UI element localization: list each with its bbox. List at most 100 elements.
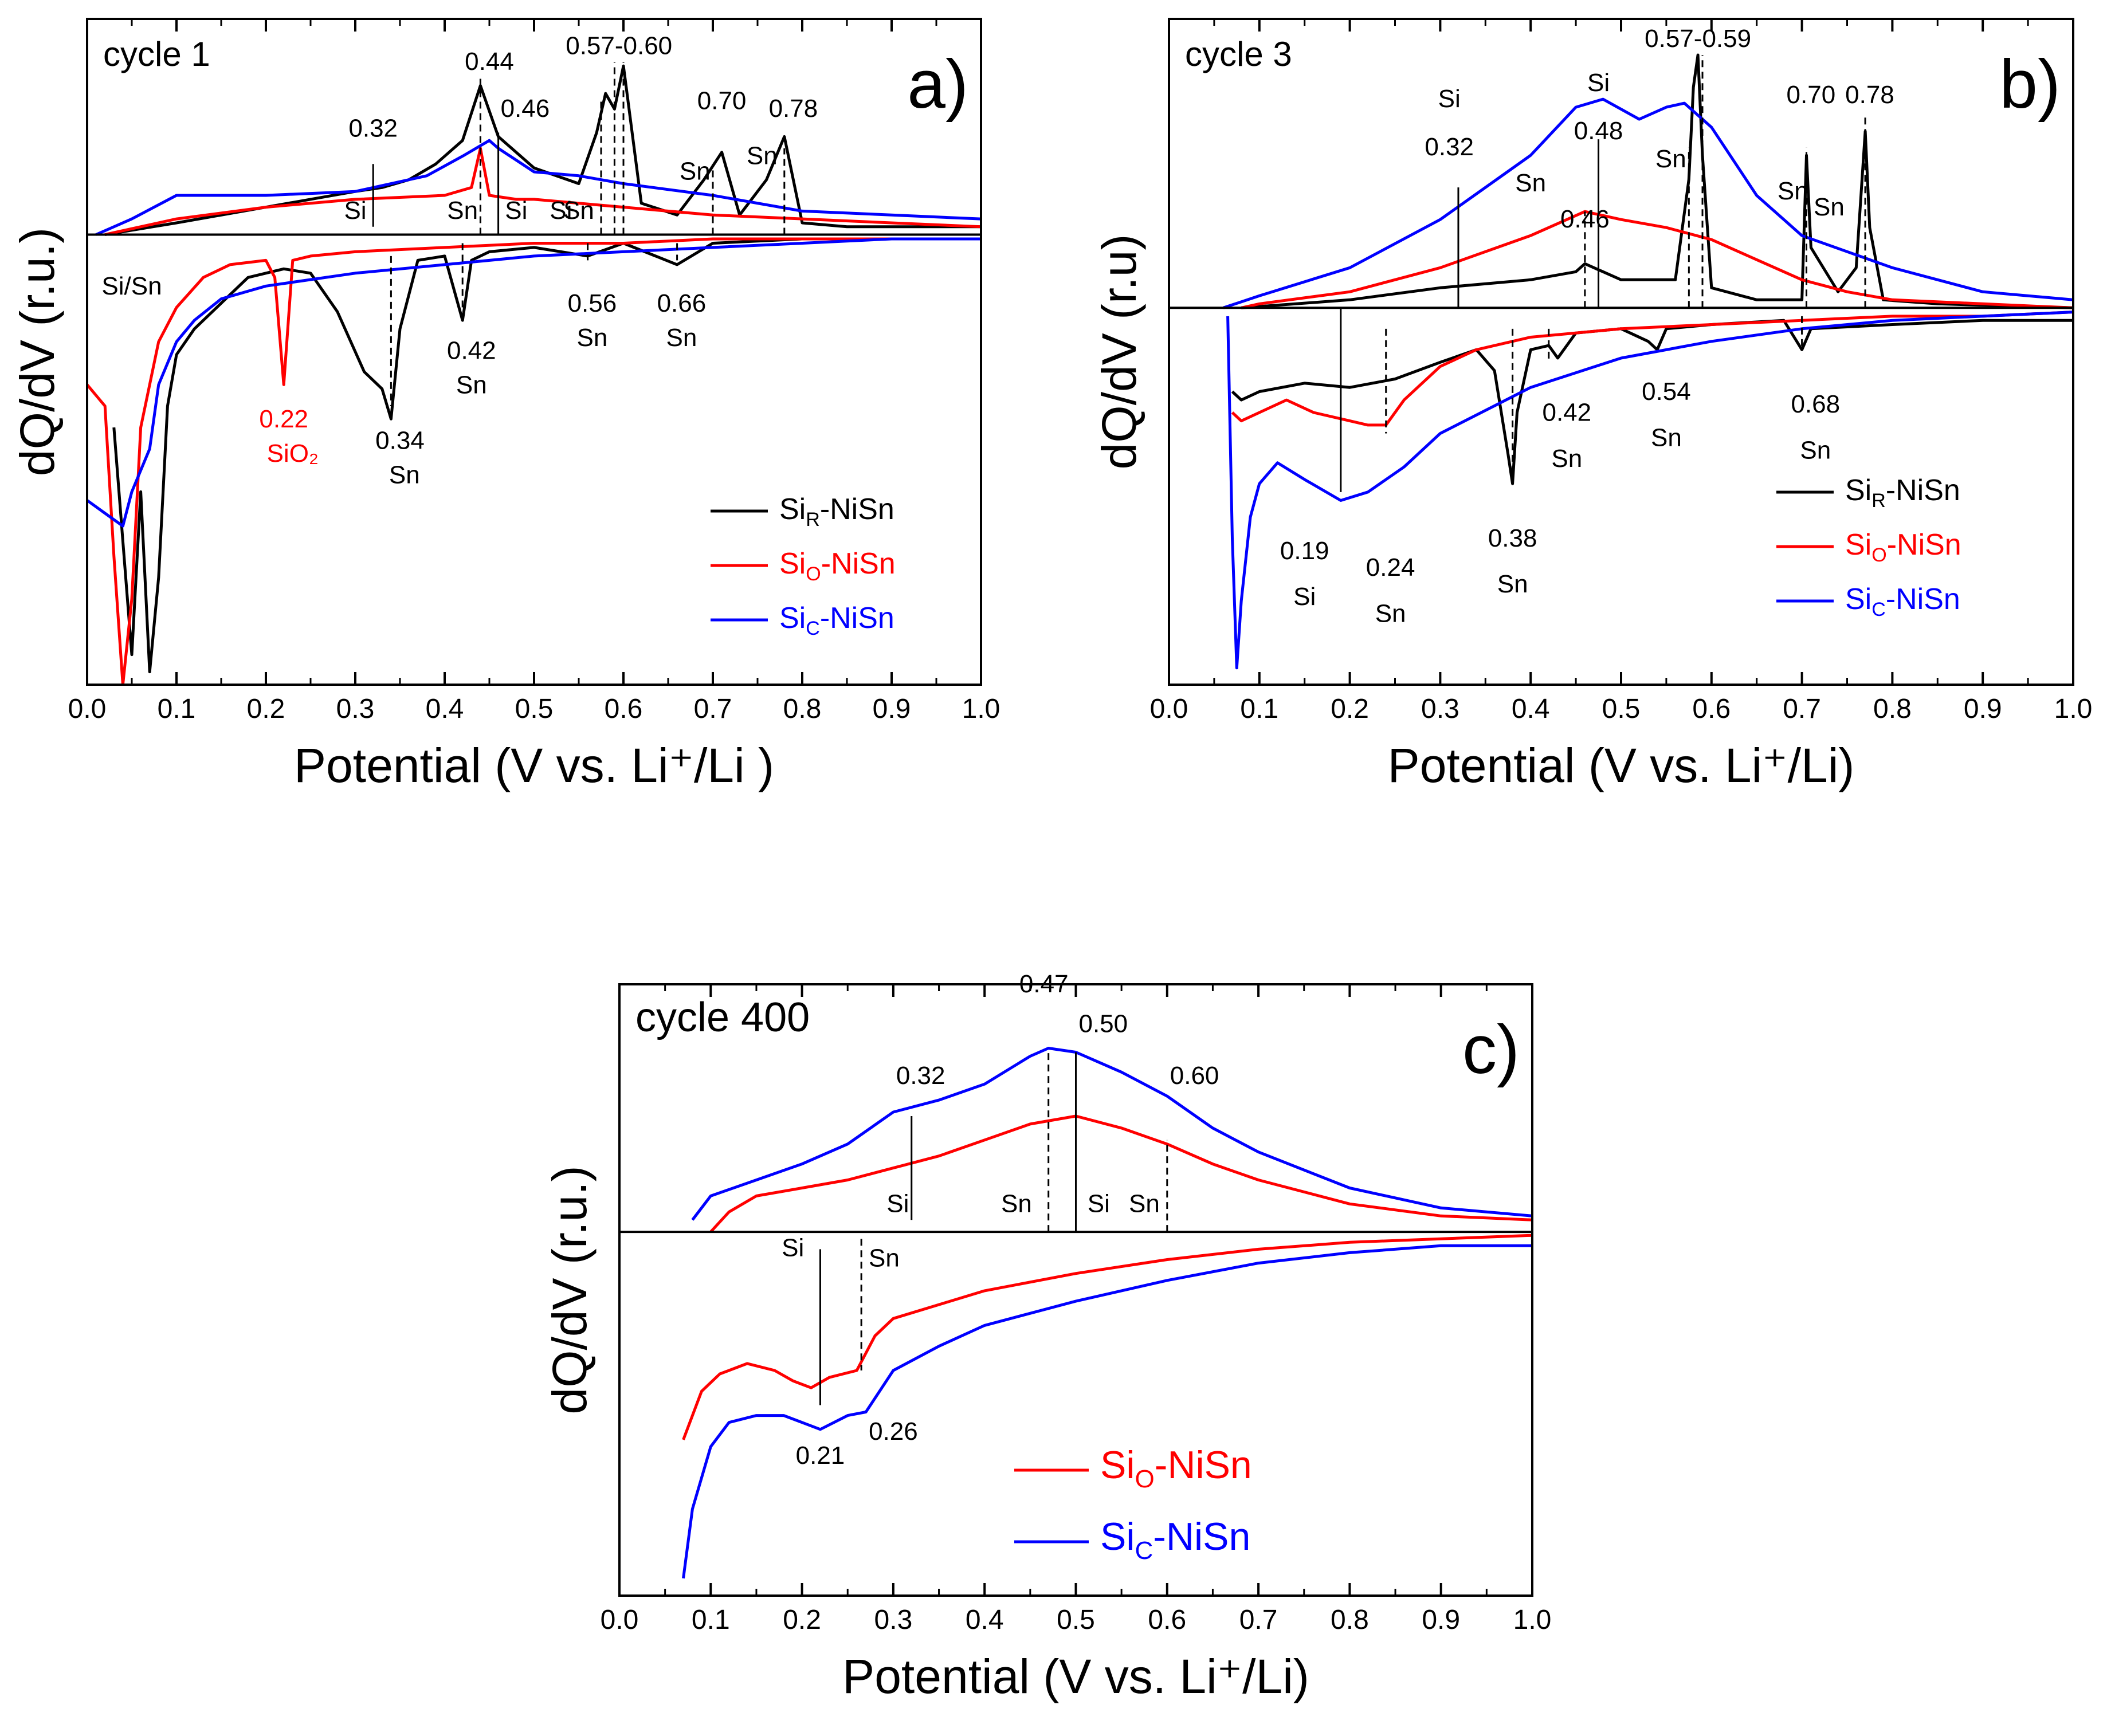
- x-tick-label: 0.9: [1964, 694, 2002, 724]
- peak-annotation: Si: [1438, 85, 1461, 113]
- peak-annotation: Si: [550, 197, 572, 225]
- peak-annotation: Sn: [1651, 423, 1682, 451]
- peak-annotation: 0.57-0.59: [1645, 25, 1751, 53]
- peak-annotation: Sn: [747, 142, 778, 170]
- x-tick-label: 0.0: [68, 694, 107, 724]
- peak-annotation: 0.24: [1366, 553, 1415, 582]
- peak-annotation: Si: [782, 1234, 804, 1262]
- panel-c-cycle-label: cycle 400: [635, 995, 810, 1040]
- legend-label: SiO-NiSn: [1845, 528, 1961, 566]
- x-tick-label: 0.5: [515, 694, 554, 724]
- x-tick-label: 1.0: [1513, 1605, 1552, 1635]
- x-tick-label: 0.4: [1512, 694, 1550, 724]
- peak-annotation: 0.50: [1078, 1010, 1128, 1038]
- panel-c-y-axis-label: dQ/dV (r.u.): [543, 1165, 597, 1414]
- x-tick-label: 0.2: [783, 1605, 821, 1635]
- legend-label: SiC-NiSn: [1845, 583, 1960, 620]
- x-tick-label: 0.4: [426, 694, 464, 724]
- peak-annotation: Sn: [1778, 177, 1808, 205]
- peak-annotation: 0.66: [657, 289, 707, 317]
- x-tick-label: 0.8: [783, 694, 822, 724]
- legend-label: SiO-NiSn: [779, 547, 896, 585]
- peak-annotation: Sn: [1800, 436, 1831, 464]
- peak-annotation: Sn: [1129, 1189, 1160, 1217]
- panel-a-label: a): [907, 46, 968, 123]
- panel-b-x-ticks: 0.0 0.1 0.2 0.3 0.4 0.5 0.6 0.7 0.8 0.9 1.0: [1150, 19, 2093, 724]
- x-tick-label: 0.3: [1421, 694, 1459, 724]
- x-tick-label: 1.0: [962, 694, 1000, 724]
- panel-c-x-ticks: 0.0 0.1 0.2 0.3 0.4 0.5 0.6 0.7 0.8 0.9 1.0: [601, 984, 1552, 1635]
- peak-annotation: 0.32: [1425, 133, 1474, 161]
- series-sio-nisn-discharge-line: [682, 1234, 1532, 1440]
- series-sic-nisn-discharge-line: [682, 1244, 1532, 1579]
- panel-a-y-axis-label: dQ/dV (r.u.): [10, 227, 64, 476]
- peak-annotation: 0.34: [375, 427, 425, 455]
- peak-annotation: 0.38: [1488, 524, 1537, 552]
- peak-annotation: Sn: [1551, 445, 1582, 473]
- legend-label: SiR-NiSn: [1845, 474, 1960, 512]
- peak-annotation: 0.44: [465, 48, 514, 76]
- peak-annotation: Sn: [389, 461, 420, 489]
- panel-c-annotations: 0.32 0.47 0.50 0.60 Si Sn Si Sn Si Sn 0.21 0.26: [782, 970, 1219, 1470]
- x-tick-label: 0.1: [158, 694, 196, 724]
- peak-annotation: Si: [1088, 1189, 1110, 1217]
- x-tick-label: 0.0: [601, 1605, 639, 1635]
- peak-annotation: 0.68: [1791, 390, 1840, 418]
- panel-a-x-ticks: 0.0 0.1 0.2 0.3 0.4 0.5 0.6 0.7 0.8 0.9 1.0: [68, 19, 1000, 724]
- peak-annotation: Sn: [680, 158, 711, 186]
- panel-b-legend: SiR-NiSn SiO-NiSn SiC-NiSn: [1776, 474, 1961, 620]
- x-tick-label: 0.6: [1148, 1605, 1186, 1635]
- peak-annotation: Sn: [666, 324, 697, 352]
- peak-annotation: 0.57-0.60: [566, 32, 672, 60]
- peak-annotation: 0.47: [1019, 970, 1069, 998]
- panel-a-x-axis-label: Potential (V vs. Li⁺/Li ): [294, 739, 774, 792]
- panel-b: 0.0 0.1 0.2 0.3 0.4 0.5 0.6 0.7 0.8 0.9 1.0 Si 0.32…: [1092, 18, 2093, 792]
- peak-annotation: Sn: [1375, 599, 1406, 627]
- panel-b-peak-markers: [1340, 55, 1866, 492]
- series-sic-nisn-charge-line: [1222, 97, 2073, 309]
- panel-c-label: c): [1462, 1011, 1520, 1088]
- peak-annotation: 0.19: [1280, 537, 1329, 565]
- peak-annotation: Sn: [1655, 145, 1686, 173]
- x-tick-label: 0.6: [605, 694, 643, 724]
- series-sio-nisn-charge-line: [1241, 210, 2073, 309]
- panel-c-peak-markers: [819, 1052, 1168, 1405]
- peak-annotation: 0.26: [869, 1417, 918, 1446]
- legend-label: SiO-NiSn: [1100, 1443, 1252, 1493]
- x-tick-label: 0.3: [336, 694, 375, 724]
- peak-annotation: 0.78: [769, 95, 818, 123]
- peak-annotation: Sn: [1814, 193, 1845, 221]
- panel-a-peak-markers: [372, 62, 786, 406]
- x-tick-label: 0.4: [966, 1605, 1004, 1635]
- x-tick-label: 0.3: [874, 1605, 913, 1635]
- peak-annotation: Si/Sn: [101, 272, 162, 300]
- x-tick-label: 0.0: [1150, 694, 1188, 724]
- peak-annotation: 0.21: [796, 1442, 845, 1470]
- series-sic-nisn-charge-line: [95, 139, 981, 236]
- series-sic-nisn-discharge-line: [87, 237, 981, 528]
- x-tick-label: 0.7: [1239, 1605, 1278, 1635]
- series-sic-nisn-charge-line: [691, 1047, 1532, 1221]
- peak-annotation: 0.78: [1845, 81, 1894, 109]
- x-tick-label: 1.0: [2054, 694, 2093, 724]
- peak-annotation: Sn: [1497, 570, 1528, 598]
- peak-annotation: Sn: [869, 1244, 900, 1272]
- peak-annotation: Si: [505, 197, 527, 225]
- peak-annotation: Sn: [576, 324, 607, 352]
- x-tick-label: 0.2: [247, 694, 285, 724]
- x-tick-label: 0.8: [1873, 694, 1912, 724]
- panel-a-cycle-label: cycle 1: [103, 35, 210, 73]
- peak-annotation: 0.42: [447, 336, 496, 364]
- peak-annotation: 0.32: [896, 1062, 945, 1090]
- peak-annotation: 0.48: [1574, 117, 1623, 145]
- peak-annotation: 0.32: [348, 114, 398, 142]
- peak-annotation: Sn: [563, 197, 594, 225]
- panel-b-cycle-label: cycle 3: [1185, 35, 1292, 73]
- peak-annotation: 0.46: [501, 95, 550, 123]
- panel-a: 0.0 0.1 0.2 0.3 0.4 0.5 0.6 0.7 0.8 0.9 1.0 0.320.…: [10, 18, 1000, 792]
- series-sio-nisn-charge-line: [104, 147, 981, 236]
- peak-annotation: 0.22: [259, 405, 308, 433]
